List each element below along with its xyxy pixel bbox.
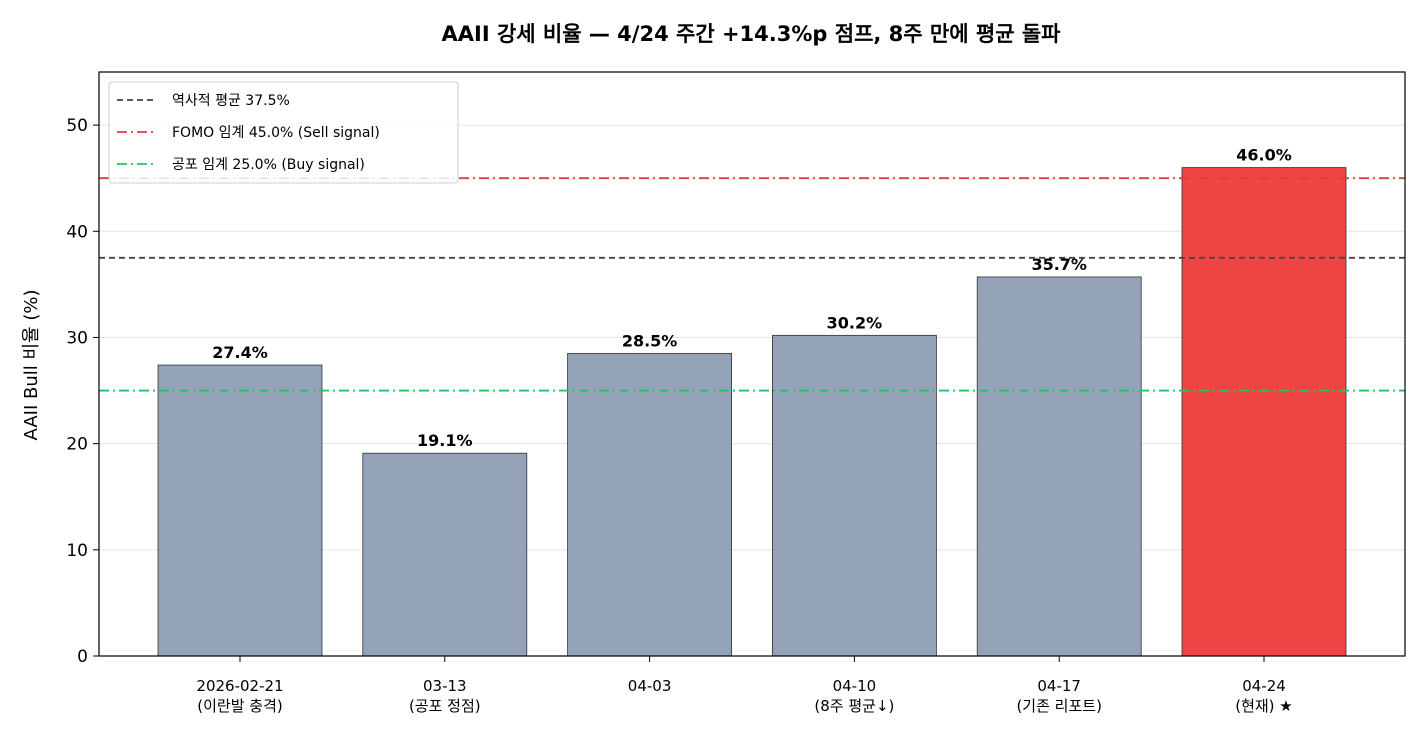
bar-value-label: 35.7% xyxy=(1031,255,1087,274)
bar xyxy=(362,452,528,657)
bar-value-labels: 27.4% 19.1% 28.5% 30.2% 35.7% 46.0% xyxy=(212,146,1292,451)
bars xyxy=(157,167,1347,657)
x-tick-label: 04-24 (현재) ★ xyxy=(1235,677,1293,715)
x-tick-label-line: 04-24 xyxy=(1242,677,1286,695)
plot-frame xyxy=(98,71,1406,657)
x-tick-label: 04-10 (8주 평균↓) xyxy=(814,677,894,715)
bar-value-label: 19.1% xyxy=(417,431,473,450)
bar xyxy=(1181,167,1347,657)
x-tick-label-line: 2026-02-21 xyxy=(196,677,283,695)
legend: 역사적 평균 37.5% FOMO 임계 45.0% (Sell signal) 공… xyxy=(108,81,459,184)
x-tick-label: 03-13 (공포 정점) xyxy=(409,677,481,715)
x-tick-label-line: (현재) ★ xyxy=(1235,697,1293,715)
y-tick-label: 10 xyxy=(66,541,88,561)
x-axis-ticks: 2026-02-21 (이란발 충격) 03-13 (공포 정점) 04-03 04-10… xyxy=(196,656,1293,715)
bar-value-label: 28.5% xyxy=(622,331,678,350)
chart-title: AAII 강세 비율 — 4/24 주간 +14.3%p 점프, 8주 만에 평… xyxy=(442,22,1062,46)
bar xyxy=(157,364,323,657)
legend-box xyxy=(108,81,459,184)
x-tick-label-line: 04-17 xyxy=(1037,677,1081,695)
x-tick-label: 2026-02-21 (이란발 충격) xyxy=(196,677,283,715)
y-tick-label: 50 xyxy=(66,116,88,136)
y-tick-label: 40 xyxy=(66,222,88,242)
x-tick-label-line: (이란발 충격) xyxy=(197,697,282,715)
bar xyxy=(772,334,937,657)
reference-lines xyxy=(99,177,1405,392)
y-axis-ticks: 0 10 20 30 40 50 xyxy=(66,116,99,667)
x-tick-label: 04-03 xyxy=(628,677,672,695)
legend-label: FOMO 임계 45.0% (Sell signal) xyxy=(172,125,380,141)
y-axis-label: AAII Bull 비율 (%) xyxy=(21,290,42,441)
bar xyxy=(976,276,1142,657)
y-tick-label: 30 xyxy=(66,328,88,348)
x-tick-label-line: 04-10 xyxy=(833,677,877,695)
bar xyxy=(567,352,732,657)
x-tick-label-line: (기존 리포트) xyxy=(1016,697,1101,715)
y-tick-label: 0 xyxy=(77,647,88,667)
x-tick-label-line: 04-03 xyxy=(628,677,672,695)
x-tick-label-line: (공포 정점) xyxy=(409,697,481,715)
bar-value-label: 27.4% xyxy=(212,343,268,362)
legend-label: 역사적 평균 37.5% xyxy=(172,93,290,109)
x-tick-label: 04-17 (기존 리포트) xyxy=(1016,677,1101,715)
x-tick-label-line: 03-13 xyxy=(423,677,467,695)
bar-value-label: 46.0% xyxy=(1236,146,1292,165)
y-tick-label: 20 xyxy=(66,435,88,455)
legend-label: 공포 임계 25.0% (Buy signal) xyxy=(172,157,365,173)
x-tick-label-line: (8주 평균↓) xyxy=(814,697,894,715)
bar-value-label: 30.2% xyxy=(827,313,883,332)
